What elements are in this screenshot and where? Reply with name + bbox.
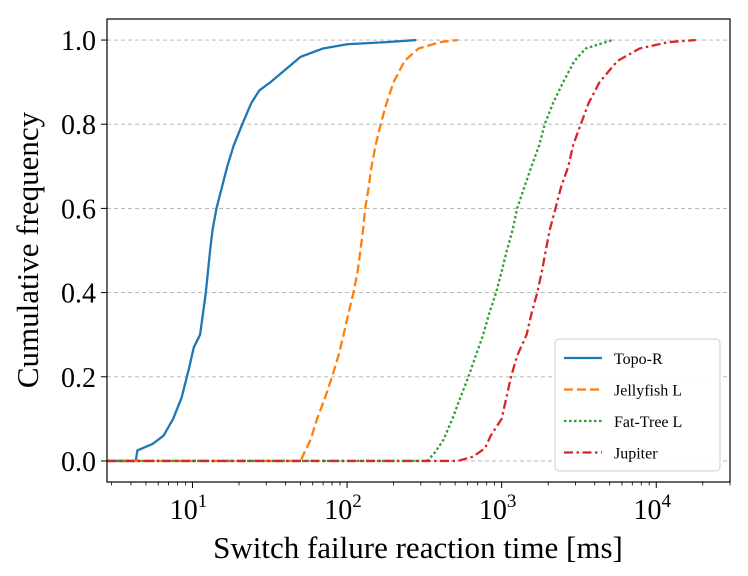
y-axis-label: Cumulative frequency [10, 111, 45, 388]
plot-frame [106, 18, 731, 483]
y-tick-label: 0.0 [61, 447, 96, 478]
legend: Topo-R Jellyfish L Fat-Tree L Jupiter [554, 338, 721, 472]
y-tick-label: 0.4 [61, 279, 96, 310]
x-tick-label: 104 [633, 491, 671, 526]
legend-label: Fat-Tree L [614, 414, 682, 431]
x-tick-label: 102 [324, 491, 362, 526]
legend-box [554, 338, 721, 472]
x-tick-label: 101 [170, 491, 208, 526]
x-axis-label: Switch failure reaction time [ms] [213, 530, 623, 565]
y-tick-label: 0.8 [61, 110, 96, 141]
x-tick-label: 103 [479, 491, 517, 526]
tick-labels: 0.0 0.2 0.4 0.6 0.8 1.0 101 102 103 104 [61, 26, 671, 526]
legend-label: Jellyfish L [614, 383, 682, 400]
y-tick-label: 0.6 [61, 194, 96, 225]
series-line-topo-r [107, 38, 417, 463]
legend-label: Topo-R [614, 351, 663, 368]
series-line-jupiter [107, 38, 696, 463]
series-lines [107, 38, 696, 463]
legend-label: Jupiter [614, 446, 658, 463]
y-tick-label: 0.2 [61, 363, 96, 394]
series-line-fat-tree-l [107, 38, 613, 463]
axis-ticks [101, 39, 731, 488]
y-tick-label: 1.0 [61, 26, 96, 57]
series-line-jellyfish-l [107, 38, 458, 463]
